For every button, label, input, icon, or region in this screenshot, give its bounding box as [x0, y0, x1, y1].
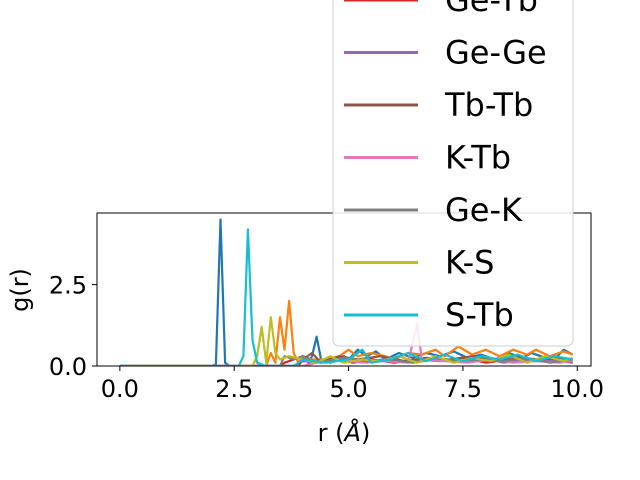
x-tick-label: 10.0 [551, 375, 604, 403]
legend-label-s-tb: S-Tb [445, 296, 514, 334]
legend-label-ge-tb: Ge-Tb [445, 0, 538, 19]
x-tick-label: 7.5 [444, 375, 482, 403]
series-line-k-k [119, 299, 574, 366]
x-tick-label: 2.5 [215, 375, 253, 403]
legend-label-k-tb: K-Tb [445, 139, 511, 177]
y-tick-label: 0.0 [49, 353, 87, 381]
legend-label-k-s: K-S [445, 244, 494, 282]
legend: Ge-Tb Ge-Ge Tb-Tb K-Tb Ge-K K-S S-Tb [332, 0, 574, 347]
legend-label-ge-k: Ge-K [445, 191, 523, 229]
y-tick-label: 2.5 [49, 272, 87, 300]
legend-box [332, 0, 574, 347]
y-axis-label: g(r) [6, 268, 34, 312]
x-axis-label: r (Å) [318, 418, 371, 447]
y-axis-ticks: 0.0 2.5 [49, 272, 97, 381]
x-tick-label: 5.0 [329, 375, 367, 403]
x-axis-ticks: 0.0 2.5 5.0 7.5 10.0 [101, 366, 604, 403]
series-line-s-tb [119, 228, 573, 366]
x-tick-label: 0.0 [101, 375, 139, 403]
series-line-k-s [119, 316, 574, 366]
legend-label-tb-tb: Tb-Tb [444, 86, 533, 124]
x-axis-unit: Å [343, 418, 361, 447]
legend-label-ge-ge: Ge-Ge [445, 34, 547, 72]
